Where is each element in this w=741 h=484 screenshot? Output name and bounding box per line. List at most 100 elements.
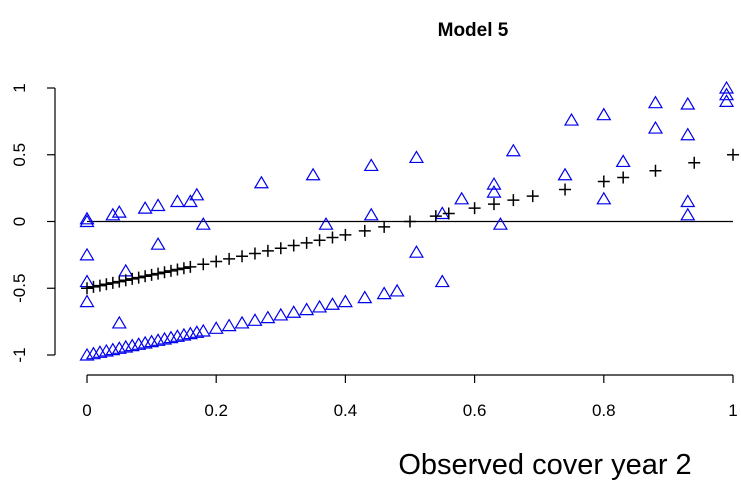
triangle-point — [150, 333, 166, 346]
triangle-point — [615, 154, 631, 168]
plus-point — [197, 258, 210, 271]
triangle-point — [79, 294, 95, 308]
y-tick-label: 0 — [10, 217, 29, 226]
triangle-point — [105, 342, 121, 356]
plus-point — [87, 280, 100, 293]
plus-point — [649, 164, 662, 177]
triangle-point — [169, 329, 185, 342]
triangle-point — [156, 331, 173, 345]
plus-point — [429, 210, 442, 223]
plus-point — [145, 268, 158, 281]
triangle-point — [363, 158, 379, 172]
triangle-point — [253, 175, 269, 189]
triangle-point — [124, 338, 140, 352]
triangle-point — [718, 87, 735, 101]
triangle-point — [111, 341, 127, 354]
triangle-point — [169, 194, 185, 208]
plus-point — [487, 198, 500, 211]
x-tick-label: 0.4 — [334, 401, 358, 420]
x-axis-label: Observed cover year 2 — [398, 449, 691, 481]
plus-point — [617, 171, 630, 184]
plus-point — [378, 220, 391, 233]
triangle-point — [454, 191, 470, 205]
plus-point — [236, 250, 249, 263]
triangle-point — [363, 207, 379, 221]
plus-point — [184, 260, 197, 273]
plus-point — [313, 234, 326, 247]
triangle-point — [137, 200, 153, 214]
triangle-point — [221, 318, 237, 332]
plus-point — [126, 272, 139, 285]
triangle-point — [324, 297, 341, 310]
triangle-point — [718, 80, 735, 94]
triangle-point — [557, 167, 573, 181]
triangle-point — [247, 313, 263, 326]
y-tick-label: 1 — [10, 83, 29, 92]
triangle-point — [105, 207, 121, 221]
triangle-point — [680, 96, 696, 110]
triangle-point — [208, 321, 224, 334]
triangle-point — [318, 216, 334, 230]
triangle-point — [486, 184, 502, 198]
triangle-point — [79, 211, 95, 225]
triangle-point — [596, 107, 612, 121]
triangle-point — [189, 187, 205, 201]
x-tick-label: 1 — [728, 401, 737, 420]
triangle-point — [563, 112, 580, 126]
triangle-point — [680, 194, 696, 208]
triangle-point — [92, 345, 108, 358]
plus-point — [248, 247, 261, 260]
triangle-point — [182, 326, 198, 340]
plus-point — [93, 279, 106, 292]
triangle-point — [492, 216, 508, 230]
triangle-point — [85, 346, 102, 360]
plus-point — [526, 190, 539, 203]
plus-point — [727, 148, 739, 161]
triangle-point — [434, 274, 450, 288]
x-tick-label: 0.2 — [204, 401, 228, 420]
triangle-point — [312, 299, 328, 313]
triangle-point — [680, 127, 696, 141]
triangle-point — [195, 216, 211, 230]
triangle-point — [299, 302, 315, 316]
triangle-point — [189, 325, 205, 338]
triangle-point — [337, 294, 353, 308]
triangle-point — [234, 315, 250, 329]
y-tick-label: -0.5 — [10, 274, 29, 303]
plus-point — [358, 224, 371, 237]
plus-point — [132, 271, 145, 284]
triangle-point — [305, 167, 321, 181]
triangle-point — [408, 245, 425, 258]
triangle-point — [286, 305, 302, 318]
plus-point — [404, 215, 416, 228]
chart-title: Model 5 — [438, 20, 509, 41]
triangle-point — [182, 194, 198, 208]
plus-point — [119, 274, 132, 287]
triangle-point — [150, 237, 166, 250]
plus-point — [100, 278, 113, 291]
plus-point — [113, 275, 126, 288]
x-tick-label: 0.6 — [463, 401, 487, 420]
plus-point — [261, 244, 274, 257]
triangle-point — [389, 283, 405, 297]
triangle-point — [150, 198, 166, 212]
plus-point — [339, 228, 352, 241]
plus-point — [442, 207, 455, 220]
triangle-point — [111, 204, 127, 218]
y-tick-label: 0.5 — [10, 143, 29, 167]
triangle-point — [647, 120, 664, 134]
triangle-point — [596, 191, 612, 205]
triangle-point — [79, 214, 95, 228]
plus-point — [468, 202, 481, 215]
triangle-point — [176, 327, 192, 341]
plus-point — [210, 255, 223, 268]
plus-point — [287, 239, 300, 252]
plus-point — [164, 264, 177, 277]
triangle-point — [647, 95, 664, 109]
triangle-point — [680, 207, 696, 221]
plus-point — [139, 270, 152, 283]
plus-point — [300, 236, 313, 249]
plus-point — [326, 231, 339, 244]
plus-point — [223, 252, 236, 265]
triangle-point — [718, 94, 735, 107]
